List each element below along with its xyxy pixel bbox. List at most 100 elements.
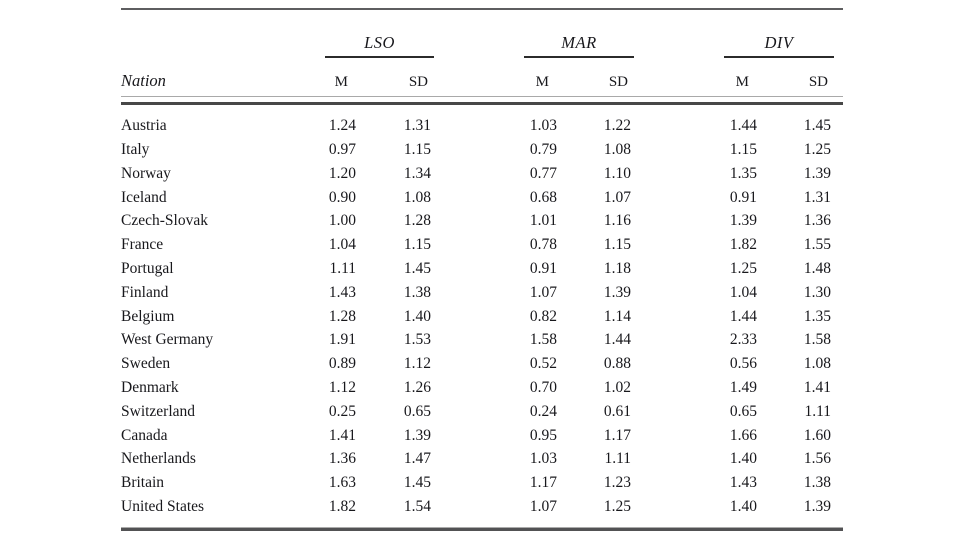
- table-row: United States 1.82 1.54 1.07 1.25 1.40 1…: [121, 495, 834, 519]
- nation-cell: Switzerland: [121, 402, 196, 420]
- lso-sd-cell: 1.38: [403, 283, 431, 301]
- mar-sd-cell: 1.39: [603, 283, 631, 301]
- div-sd-cell: 1.35: [803, 307, 831, 325]
- mar-m-cell: 1.03: [529, 117, 557, 135]
- div-m-cell: 1.66: [729, 426, 757, 444]
- statistics-table: LSO MAR DIV Nation M SD M SD M SD Austri…: [121, 8, 843, 531]
- lso-sd-cell: 1.15: [403, 236, 431, 254]
- div-sd-cell: 1.56: [803, 450, 831, 468]
- lso-m-cell: 0.25: [328, 402, 356, 420]
- lso-sd-header: SD: [408, 74, 428, 90]
- mar-m-cell: 0.91: [529, 259, 557, 277]
- mar-sd-cell: 1.10: [603, 164, 631, 182]
- lso-m-cell: 1.11: [329, 259, 356, 277]
- div-sd-cell: 1.41: [803, 378, 831, 396]
- mar-sd-cell: 1.17: [603, 426, 631, 444]
- mar-sd-cell: 1.25: [603, 497, 631, 515]
- mar-m-cell: 0.95: [529, 426, 557, 444]
- div-sd-cell: 1.11: [804, 402, 831, 420]
- lso-m-cell: 1.43: [328, 283, 356, 301]
- nation-cell: Netherlands: [121, 450, 196, 468]
- mar-sd-cell: 1.02: [603, 378, 631, 396]
- lso-m-cell: 1.63: [328, 474, 356, 492]
- lso-sd-cell: 1.53: [403, 331, 431, 349]
- table-row: Switzerland 0.25 0.65 0.24 0.61 0.65 1.1…: [121, 400, 834, 424]
- lso-sd-cell: 1.54: [403, 497, 431, 515]
- table-bottom-rule: [121, 526, 843, 531]
- table-row: Iceland 0.90 1.08 0.68 1.07 0.91 1.31: [121, 185, 834, 209]
- mar-m-cell: 0.70: [529, 378, 557, 396]
- mar-m-cell: 0.77: [529, 164, 557, 182]
- group-label-mar: MAR: [524, 33, 634, 58]
- mar-sd-header: SD: [608, 74, 628, 90]
- div-m-cell: 1.04: [729, 283, 757, 301]
- div-m-cell: 1.44: [729, 117, 757, 135]
- div-sd-cell: 1.60: [803, 426, 831, 444]
- lso-m-header: M: [334, 74, 348, 90]
- lso-m-cell: 1.04: [328, 236, 356, 254]
- div-m-cell: 1.39: [729, 212, 757, 230]
- table-row: Czech-Slovak 1.00 1.28 1.01 1.16 1.39 1.…: [121, 209, 834, 233]
- div-m-header: M: [735, 74, 749, 90]
- group-header-div: DIV: [634, 10, 834, 58]
- nation-cell: Canada: [121, 426, 168, 444]
- table-row: Italy 0.97 1.15 0.79 1.08 1.15 1.25: [121, 138, 834, 162]
- div-sd-cell: 1.39: [803, 164, 831, 182]
- mar-sd-cell: 1.11: [604, 450, 631, 468]
- lso-sd-cell: 1.12: [403, 355, 431, 373]
- group-header-lso: LSO: [325, 10, 434, 58]
- mar-sd-cell: 0.61: [603, 402, 631, 420]
- nation-cell: Norway: [121, 164, 171, 182]
- div-m-cell: 1.43: [729, 474, 757, 492]
- mar-sd-cell: 1.14: [603, 307, 631, 325]
- div-m-cell: 2.33: [729, 331, 757, 349]
- lso-m-cell: 1.12: [328, 378, 356, 396]
- div-m-cell: 1.25: [729, 259, 757, 277]
- lso-m-cell: 0.90: [328, 188, 356, 206]
- div-m-cell: 0.56: [729, 355, 757, 373]
- nation-cell: Iceland: [121, 188, 167, 206]
- mar-m-header: M: [535, 74, 549, 90]
- table-row: France 1.04 1.15 0.78 1.15 1.82 1.55: [121, 233, 834, 257]
- lso-m-cell: 1.36: [328, 450, 356, 468]
- div-sd-header: SD: [808, 74, 828, 90]
- group-label-div: DIV: [724, 33, 834, 58]
- table-row: Portugal 1.11 1.45 0.91 1.18 1.25 1.48: [121, 257, 834, 281]
- lso-sd-cell: 0.65: [403, 402, 431, 420]
- lso-sd-cell: 1.26: [403, 378, 431, 396]
- mar-m-cell: 1.01: [529, 212, 557, 230]
- header-spacer: [121, 10, 325, 58]
- table-data: Austria 1.24 1.31 1.03 1.22 1.44 1.45 It…: [121, 114, 834, 519]
- table-row: Britain 1.63 1.45 1.17 1.23 1.43 1.38: [121, 471, 834, 495]
- table-top-rule: [121, 8, 843, 10]
- mar-sd-cell: 1.44: [603, 331, 631, 349]
- nation-cell: West Germany: [121, 331, 214, 349]
- nation-cell: France: [121, 236, 164, 254]
- div-sd-cell: 1.38: [803, 474, 831, 492]
- table-row: Canada 1.41 1.39 0.95 1.17 1.66 1.60: [121, 423, 834, 447]
- div-m-cell: 1.40: [729, 497, 757, 515]
- nation-cell: Austria: [121, 117, 167, 135]
- mar-m-cell: 1.58: [529, 331, 557, 349]
- mar-sd-cell: 1.15: [603, 236, 631, 254]
- table-body: Austria 1.24 1.31 1.03 1.22 1.44 1.45 It…: [121, 114, 834, 519]
- lso-sd-cell: 1.40: [403, 307, 431, 325]
- lso-sd-cell: 1.08: [403, 188, 431, 206]
- mar-m-cell: 0.68: [529, 188, 557, 206]
- div-sd-cell: 1.58: [803, 331, 831, 349]
- lso-sd-cell: 1.45: [403, 474, 431, 492]
- div-m-cell: 1.49: [729, 378, 757, 396]
- div-sd-cell: 1.36: [803, 212, 831, 230]
- div-sd-cell: 1.08: [803, 355, 831, 373]
- mar-sd-cell: 1.08: [603, 140, 631, 158]
- div-sd-cell: 1.30: [803, 283, 831, 301]
- nation-cell: Belgium: [121, 307, 175, 325]
- mar-sd-cell: 1.18: [603, 259, 631, 277]
- lso-m-cell: 1.24: [328, 117, 356, 135]
- lso-sd-cell: 1.47: [403, 450, 431, 468]
- nation-cell: Sweden: [121, 355, 171, 373]
- div-m-cell: 0.91: [729, 188, 757, 206]
- nation-cell: Finland: [121, 283, 169, 301]
- group-label-lso: LSO: [325, 33, 434, 58]
- div-m-cell: 1.15: [729, 140, 757, 158]
